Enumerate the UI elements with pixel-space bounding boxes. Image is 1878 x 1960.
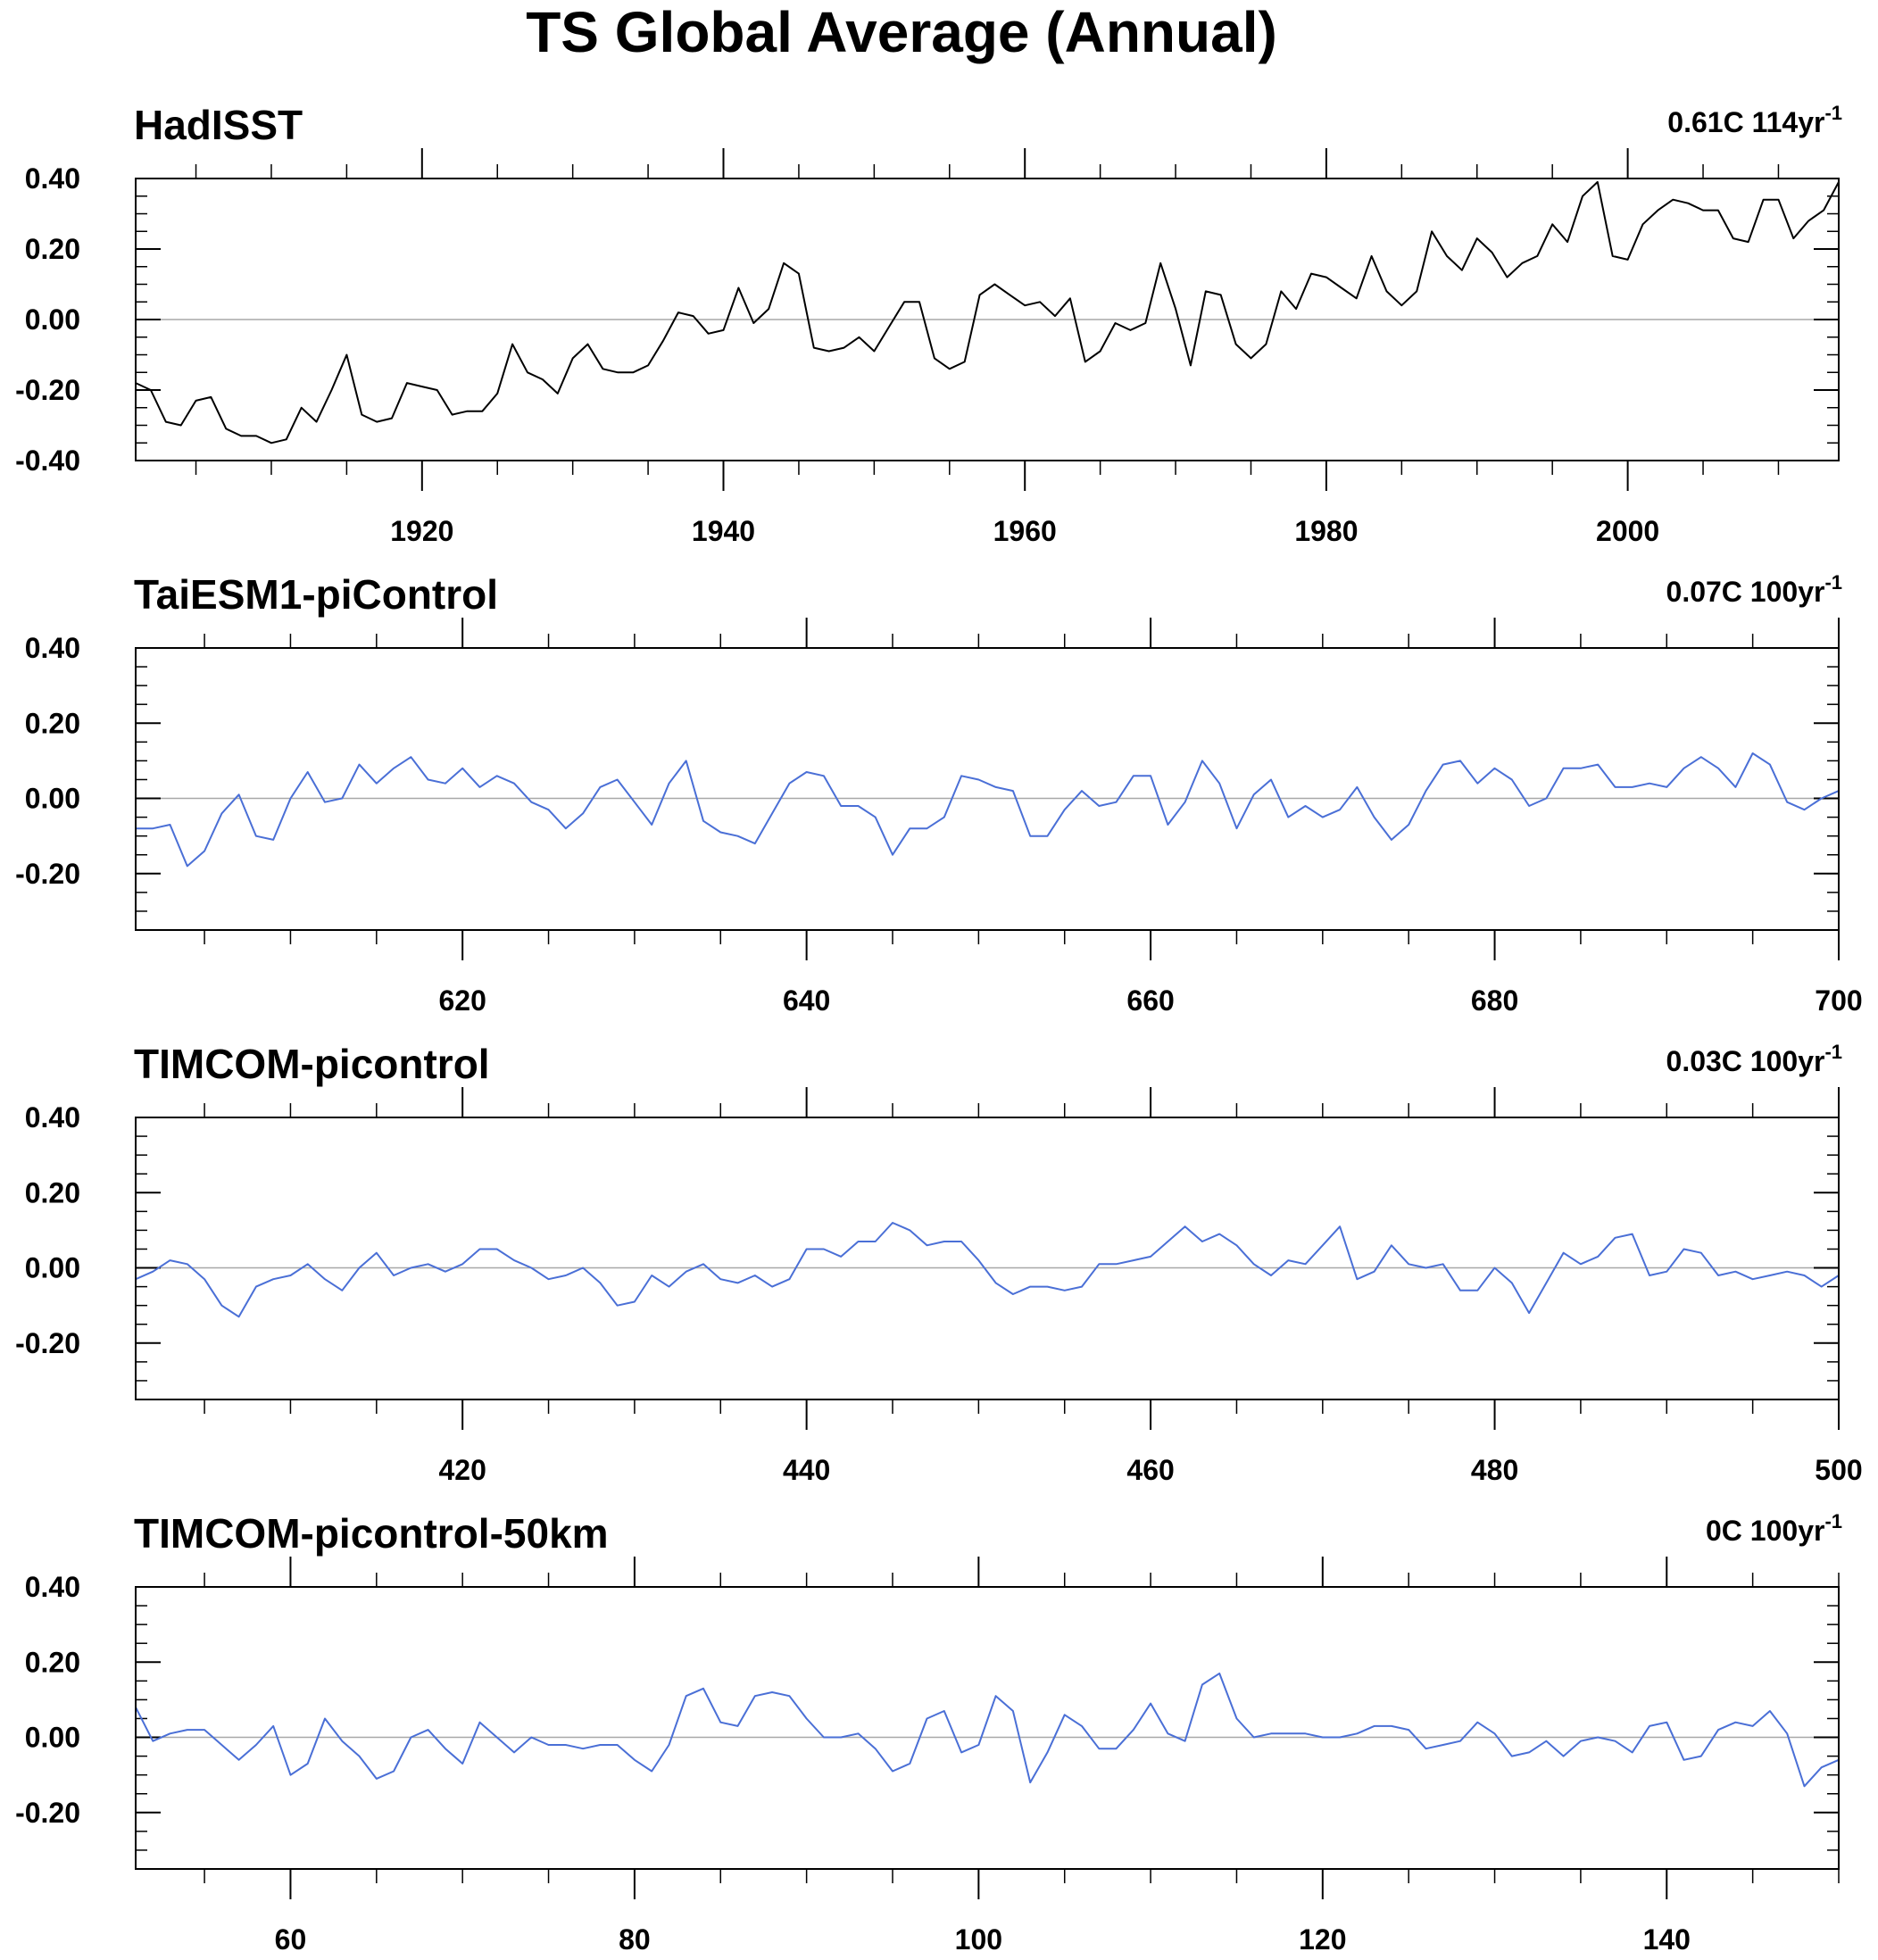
y-tick-label: -0.20 bbox=[15, 858, 80, 890]
series-line bbox=[135, 1672, 1840, 1788]
x-tick-label: 640 bbox=[783, 984, 830, 1017]
y-tick-label: 0.40 bbox=[25, 1571, 80, 1603]
trend-superscript: -1 bbox=[1824, 571, 1842, 594]
chart-panel: TaiESM1-piControl 0.07C 100yr-1 -0.20 0.00 0… bbox=[15, 571, 1863, 1017]
x-tick-label: 1960 bbox=[993, 515, 1057, 547]
trend-annotation: 0.03C 100yr-1 bbox=[1666, 1041, 1842, 1077]
x-tick-label: 420 bbox=[438, 1454, 486, 1486]
x-tick-label: 680 bbox=[1471, 984, 1518, 1017]
x-tick-label: 440 bbox=[783, 1454, 830, 1486]
x-tick-label: 460 bbox=[1126, 1454, 1174, 1486]
y-tick-label: 0.00 bbox=[25, 303, 80, 336]
plot-frame bbox=[135, 178, 1840, 461]
trend-annotation: 0.07C 100yr-1 bbox=[1666, 571, 1842, 608]
trend-annotation: 0.61C 114yr-1 bbox=[1667, 102, 1842, 138]
x-tick-label: 100 bbox=[955, 1923, 1002, 1956]
x-tick-label: 2000 bbox=[1596, 515, 1659, 547]
series-line bbox=[136, 752, 1840, 868]
y-tick-label: -0.20 bbox=[15, 374, 80, 406]
chart-panels: HadISST 0.61C 114yr-1 -0.40 -0.20 0.00 0.20 0.… bbox=[15, 102, 1863, 1956]
trend-superscript: -1 bbox=[1824, 102, 1842, 124]
x-tick-label: 80 bbox=[619, 1923, 651, 1956]
x-tick-label: 1980 bbox=[1294, 515, 1358, 547]
x-tick-label: 660 bbox=[1126, 984, 1174, 1017]
chart-panel: TIMCOM-picontrol-50km 0C 100yr-1 -0.20 0.00… bbox=[15, 1510, 1842, 1956]
plot-frame bbox=[135, 1586, 1840, 1870]
x-tick-label: 620 bbox=[438, 984, 486, 1017]
x-tick-label: 1940 bbox=[692, 515, 755, 547]
y-tick-label: 0.40 bbox=[25, 632, 80, 664]
trend-annotation: 0C 100yr-1 bbox=[1706, 1510, 1842, 1547]
series-line bbox=[135, 1222, 1840, 1318]
trend-superscript: -1 bbox=[1824, 1510, 1842, 1532]
plot-frame bbox=[135, 1117, 1840, 1400]
x-tick-label: 120 bbox=[1299, 1923, 1346, 1956]
y-tick-label: -0.40 bbox=[15, 444, 80, 477]
x-tick-label: 500 bbox=[1815, 1454, 1862, 1486]
x-tick-label: 1920 bbox=[390, 515, 453, 547]
x-tick-label: 140 bbox=[1643, 1923, 1691, 1956]
panel-title: HadISST bbox=[134, 102, 303, 148]
figure-title: TS Global Average (Annual) bbox=[526, 0, 1277, 64]
y-tick-label: 0.20 bbox=[25, 707, 80, 739]
y-tick-label: 0.00 bbox=[25, 1722, 80, 1754]
y-tick-label: -0.20 bbox=[15, 1797, 80, 1829]
panel-title: TIMCOM-picontrol bbox=[134, 1041, 490, 1087]
y-tick-label: 0.20 bbox=[25, 233, 80, 265]
chart-panel: HadISST 0.61C 114yr-1 -0.40 -0.20 0.00 0.20 0.… bbox=[15, 102, 1842, 547]
panel-title: TIMCOM-picontrol-50km bbox=[134, 1510, 609, 1557]
trend-superscript: -1 bbox=[1824, 1041, 1842, 1063]
y-tick-label: 0.40 bbox=[25, 1101, 80, 1134]
plot-frame bbox=[135, 647, 1840, 931]
y-tick-label: -0.20 bbox=[15, 1327, 80, 1359]
x-tick-label: 700 bbox=[1815, 984, 1862, 1017]
y-tick-label: 0.00 bbox=[25, 783, 80, 815]
y-tick-label: 0.20 bbox=[25, 1646, 80, 1678]
x-tick-label: 480 bbox=[1471, 1454, 1518, 1486]
chart-panel: TIMCOM-picontrol 0.03C 100yr-1 -0.20 0.00 0.… bbox=[15, 1041, 1863, 1486]
y-tick-label: 0.00 bbox=[25, 1252, 80, 1284]
y-tick-label: 0.20 bbox=[25, 1176, 80, 1208]
y-tick-label: 0.40 bbox=[25, 162, 80, 195]
series-line bbox=[135, 180, 1840, 444]
x-tick-label: 60 bbox=[275, 1923, 307, 1956]
panel-title: TaiESM1-piControl bbox=[134, 571, 498, 618]
